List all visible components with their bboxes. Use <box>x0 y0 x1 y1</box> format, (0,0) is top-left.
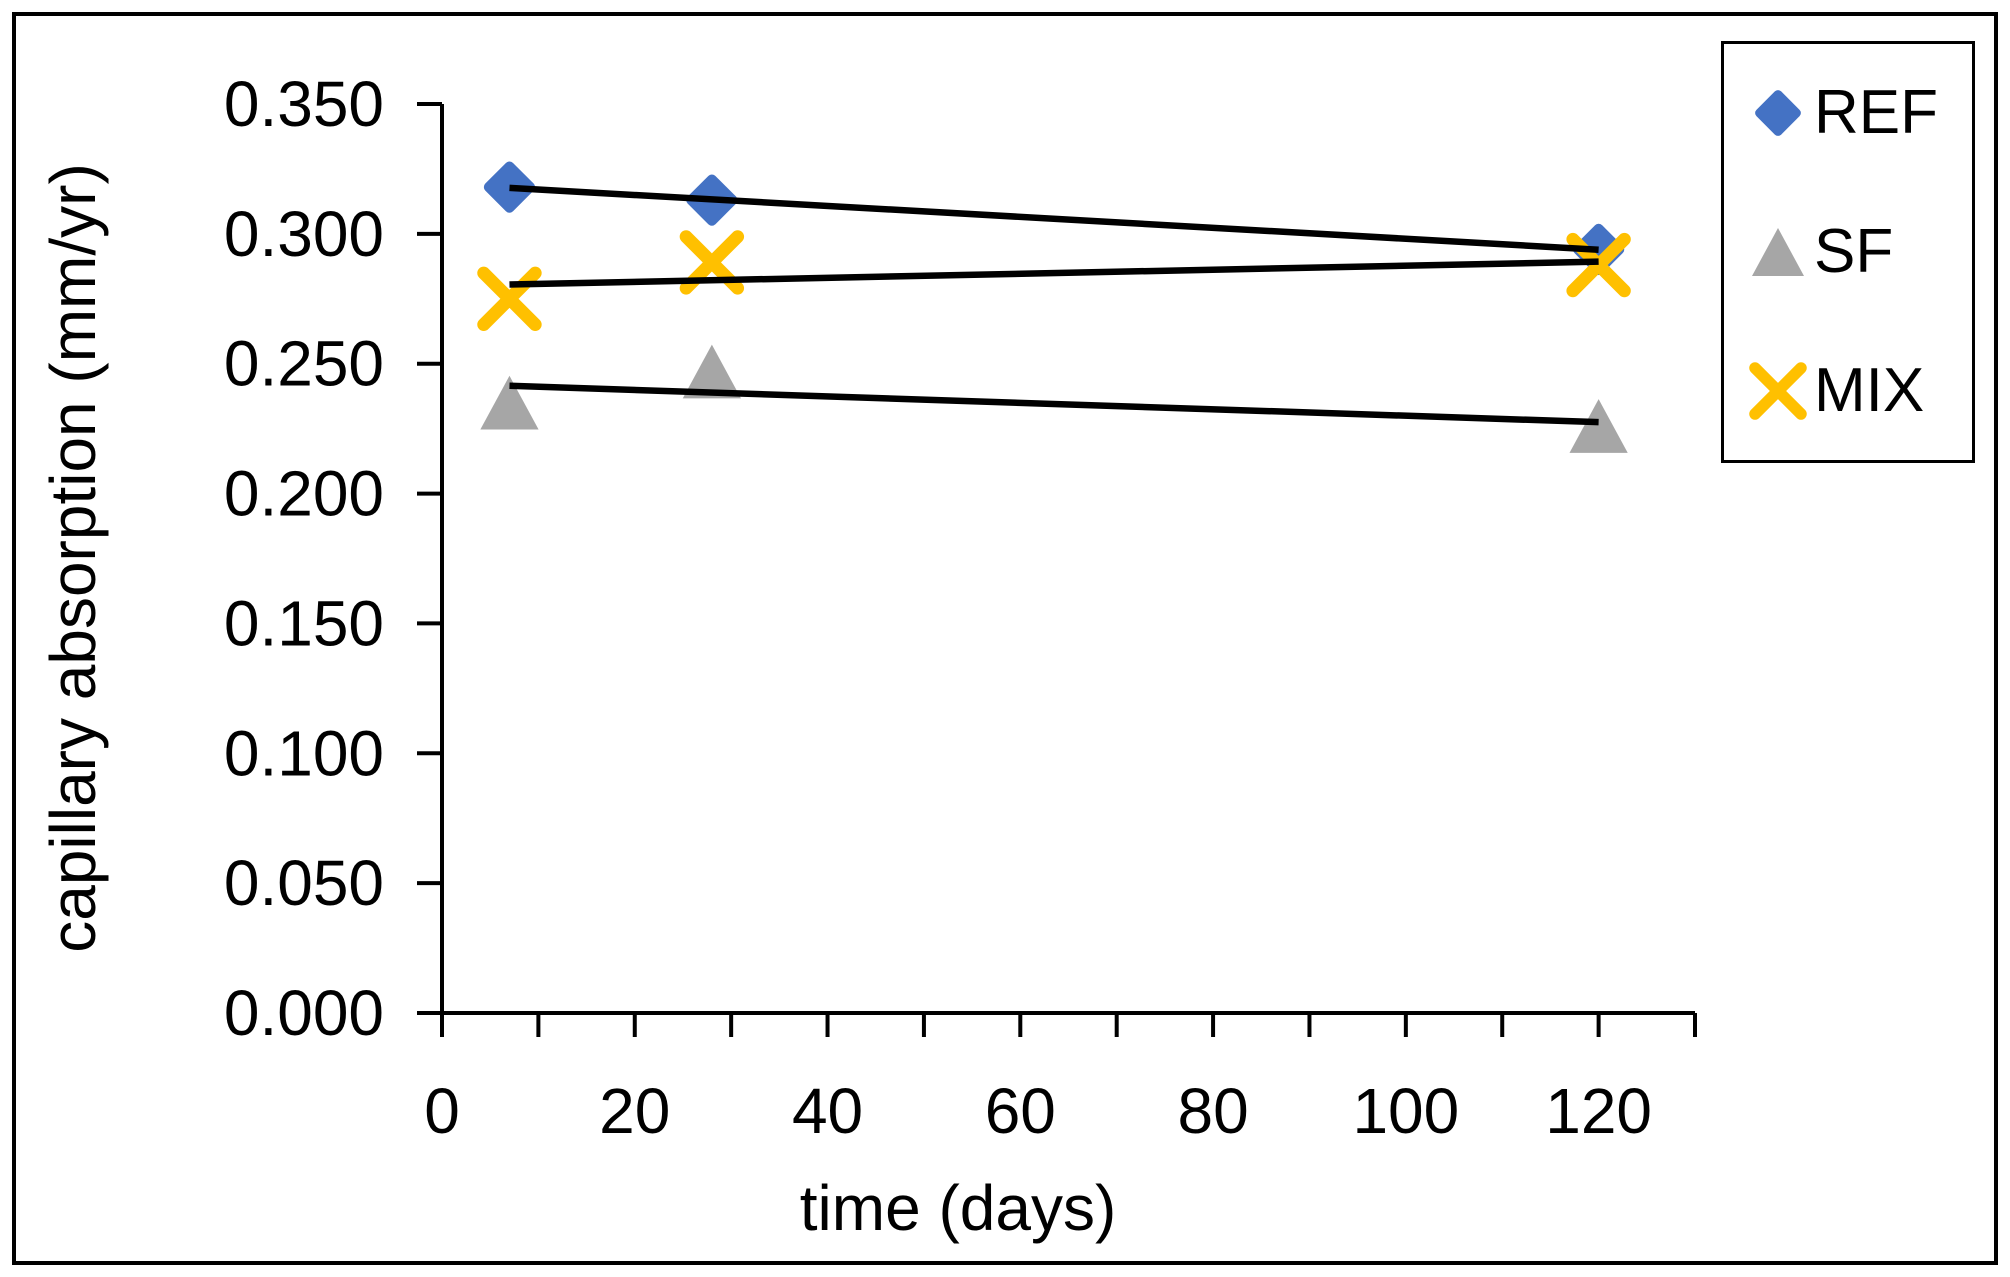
y-tick-label: 0.300 <box>224 198 384 270</box>
y-axis-title: capillary absorption (mm/yr) <box>37 163 109 953</box>
diamond-legend-icon <box>1755 90 1801 137</box>
y-tick-label: 0.150 <box>224 587 384 659</box>
legend-label: SF <box>1814 216 1894 286</box>
trendline-SF <box>509 382 1599 426</box>
y-tick-label: 0.000 <box>224 977 384 1049</box>
y-tick-label: 0.050 <box>224 847 384 919</box>
triangle-marker <box>1569 399 1628 453</box>
triangle-marker <box>682 344 741 399</box>
diamond-marker <box>483 161 536 213</box>
legend: REF SF MIX <box>1721 41 1975 463</box>
legend-label: MIX <box>1814 355 1925 425</box>
x-marker <box>477 266 542 331</box>
x-tick-label: 40 <box>792 1075 863 1147</box>
triangle-marker <box>480 375 539 430</box>
series-SF <box>480 344 1628 453</box>
legend-item-MIX: MIX <box>1748 355 1972 425</box>
triangle-legend-icon <box>1752 227 1804 276</box>
x-marker <box>1749 361 1807 420</box>
trendlines <box>509 184 1599 426</box>
x-tick-label: 80 <box>1177 1075 1248 1147</box>
x-axis-title: time (days) <box>800 1172 1117 1244</box>
y-tick-label: 0.250 <box>224 328 384 400</box>
x-tick-label: 100 <box>1352 1075 1459 1147</box>
x-tick-label: 0 <box>424 1075 460 1147</box>
y-tick-label: 0.100 <box>224 717 384 789</box>
axes: 0.000 0.050 0.100 0.150 0.200 0.250 0.300 0.350… <box>224 68 1697 1147</box>
legend-label: REF <box>1814 78 1938 148</box>
x-tick-label: 120 <box>1545 1075 1652 1147</box>
x-legend-icon <box>1749 361 1807 420</box>
trendline-REF <box>509 184 1599 253</box>
diamond-marker <box>1755 90 1801 137</box>
data-markers <box>477 161 1631 453</box>
triangle-marker <box>1752 227 1804 276</box>
y-tick-label: 0.200 <box>224 458 384 530</box>
legend-item-REF: REF <box>1748 82 1972 144</box>
x-tick-label: 20 <box>599 1075 670 1147</box>
trendline-MIX <box>509 258 1599 288</box>
y-tick-label: 0.350 <box>224 68 384 140</box>
x-tick-label: 60 <box>985 1075 1056 1147</box>
legend-item-SF: SF <box>1748 216 1972 286</box>
